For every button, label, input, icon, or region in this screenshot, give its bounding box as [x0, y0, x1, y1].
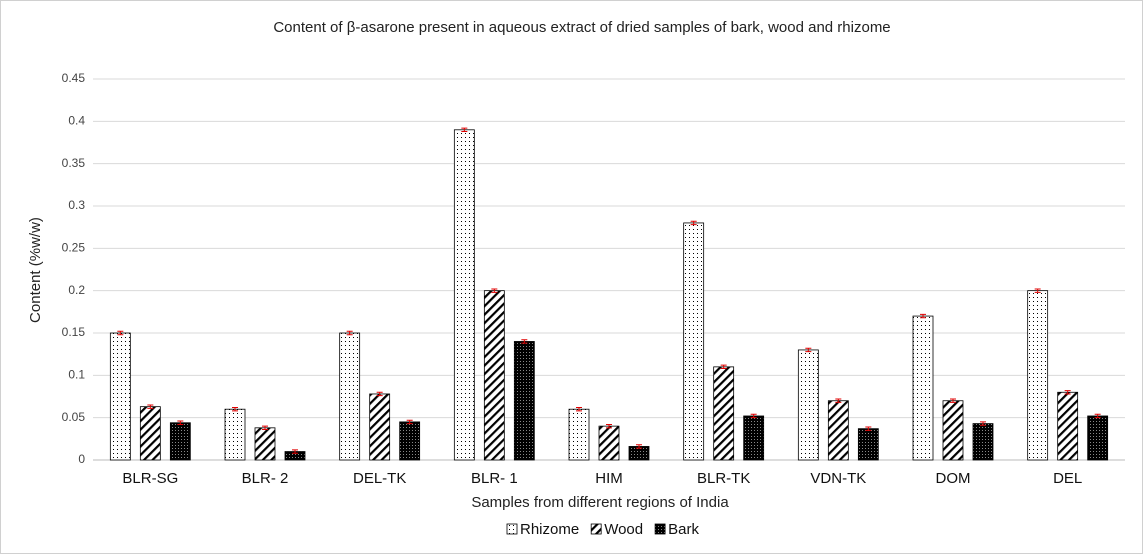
error-bar: [491, 288, 498, 293]
bar: [857, 428, 879, 461]
bar: [453, 129, 475, 461]
y-tick-label: 0.05: [62, 410, 86, 424]
y-tick-label: 0.25: [62, 241, 86, 255]
error-bar: [576, 407, 582, 412]
error-bar: [177, 420, 184, 425]
y-tick-label: 0.45: [62, 71, 86, 85]
error-bar: [461, 127, 468, 132]
x-tick-label: DEL-TK: [353, 470, 406, 487]
error-bar: [750, 413, 757, 419]
y-tick-label: 0.1: [68, 368, 85, 382]
error-bar: [950, 398, 956, 403]
error-bar: [690, 220, 697, 226]
bar: [972, 423, 994, 461]
bar: [1027, 290, 1049, 461]
error-bar: [1064, 390, 1071, 395]
error-bar: [232, 407, 238, 412]
legend-label: Rhizome: [520, 521, 579, 538]
bar: [139, 406, 161, 461]
error-bar: [521, 339, 528, 344]
y-axis-label: Content (%w/w): [27, 217, 44, 323]
x-tick-label: BLR-TK: [697, 470, 750, 487]
bar: [683, 222, 705, 461]
error-bar: [920, 313, 926, 319]
bar: [399, 421, 421, 461]
error-bar: [980, 421, 986, 426]
bar: [483, 290, 505, 461]
legend-swatch: [506, 523, 518, 535]
bar: [1087, 415, 1109, 461]
error-bar: [636, 444, 642, 449]
y-tick-label: 0.35: [62, 156, 86, 170]
x-tick-label: DEL: [1053, 470, 1082, 487]
error-bar: [805, 347, 812, 353]
bar: [912, 315, 934, 461]
bar: [224, 408, 246, 461]
error-bar: [262, 425, 268, 431]
bar: [797, 349, 819, 461]
x-tick-label: BLR-SG: [122, 470, 178, 487]
error-bar: [147, 404, 154, 409]
x-tick-label: BLR- 2: [242, 470, 289, 487]
error-bar: [865, 426, 872, 431]
legend-swatch: [590, 523, 602, 535]
y-tick-label: 0.3: [68, 198, 85, 212]
bar: [109, 332, 131, 461]
x-tick-label: HIM: [595, 470, 623, 487]
error-bar: [1034, 288, 1041, 293]
error-bar: [376, 391, 383, 397]
x-tick-label: VDN-TK: [810, 470, 866, 487]
y-tick-label: 0.15: [62, 325, 86, 339]
x-tick-label: DOM: [936, 470, 971, 487]
bar: [369, 393, 391, 461]
y-tick-label: 0.4: [68, 114, 85, 128]
error-bar: [606, 423, 612, 429]
bar: [169, 422, 191, 461]
legend-label: Wood: [604, 521, 643, 538]
legend-swatch: [654, 523, 666, 535]
bar: [743, 415, 765, 461]
error-bar: [1094, 413, 1101, 419]
bar: [598, 425, 620, 461]
bar: [254, 427, 276, 461]
bar: [827, 400, 849, 461]
bar: [713, 366, 735, 461]
bar: [513, 341, 535, 461]
x-tick-label: BLR- 1: [471, 470, 518, 487]
bar: [1057, 391, 1079, 461]
y-tick-label: 0.2: [68, 283, 85, 297]
x-axis-label: Samples from different regions of India: [471, 494, 729, 511]
error-bar: [117, 330, 124, 336]
chart-title: Content of β-asarone present in aqueous …: [273, 19, 890, 36]
error-bar: [292, 449, 298, 454]
bar: [339, 332, 361, 461]
error-bar: [720, 364, 727, 370]
error-bar: [346, 330, 353, 336]
legend-label: Bark: [668, 521, 699, 538]
error-bar: [835, 398, 842, 403]
bar: [942, 400, 964, 461]
bar: [568, 408, 590, 461]
error-bar: [406, 419, 413, 425]
y-tick-label: 0: [78, 452, 85, 466]
